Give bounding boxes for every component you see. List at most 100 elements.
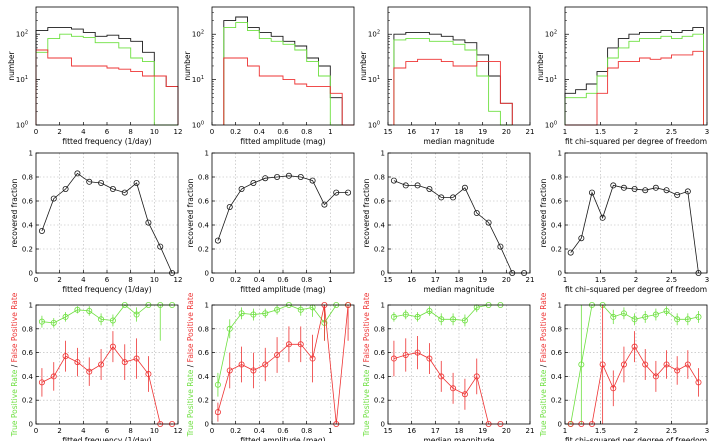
axes-frame (564, 6, 708, 126)
data-point (98, 179, 105, 186)
data-point (684, 316, 691, 323)
x-axis-label: fitted frequency (1/day) (62, 285, 151, 294)
x-tick-label: 0 (210, 276, 214, 284)
y-tick-label: 0.8 (22, 325, 33, 333)
data-point (631, 343, 638, 350)
data-point (414, 182, 421, 189)
x-tick-label: 12 (174, 427, 183, 435)
y-label-part: / (362, 362, 371, 369)
x-axis-label: fit chi–squared per degree of freedom (565, 137, 707, 146)
y-tick-label: 0.6 (374, 198, 386, 206)
axes-frame (211, 6, 355, 126)
data-point (684, 361, 691, 368)
data-point (157, 243, 164, 250)
y-tick-label: 0.8 (374, 174, 385, 182)
series-line-false positive rate (217, 304, 349, 425)
data-point (121, 189, 128, 196)
data-point (262, 175, 269, 182)
x-tick-label: 6 (105, 276, 110, 284)
data-point (663, 307, 670, 314)
y-tick-label: 0.6 (198, 349, 210, 357)
y-tick-label: 0 (205, 270, 209, 278)
y-axis-label: number (7, 50, 16, 80)
x-tick-label: 10 (150, 427, 159, 435)
y-tick-exponent: 0 (554, 121, 557, 127)
data-point (684, 188, 691, 195)
y-label-part: True Positive Rate (10, 369, 19, 437)
x-axis-label: fitted frequency (1/day) (62, 137, 151, 146)
y-axis-label: number (359, 50, 368, 80)
data-point (402, 182, 409, 189)
histogram-true (393, 38, 513, 126)
x-axis-label: median magnitude (423, 137, 494, 146)
data-point (402, 311, 409, 318)
data-point (86, 178, 93, 185)
x-tick-label: 18 (455, 427, 464, 435)
x-tick-label: 2 (634, 276, 638, 284)
x-tick-label: 0.6 (277, 128, 289, 136)
data-point (274, 306, 281, 313)
x-tick-label: 0.2 (230, 128, 241, 136)
data-point (390, 313, 397, 320)
data-point (297, 173, 304, 180)
data-point (321, 201, 328, 208)
y-tick-label: 0 (29, 421, 33, 429)
y-axis-label: True Positive Rate / False Positive Rate (539, 292, 548, 437)
data-point (450, 385, 457, 392)
data-point (402, 351, 409, 358)
x-tick-label: 15 (384, 427, 393, 435)
data-point (610, 313, 617, 320)
histogram-true (223, 22, 354, 126)
y-tick-label: 0.4 (22, 222, 34, 230)
y-tick-exponent: 2 (554, 30, 557, 36)
x-tick-label: 0.8 (301, 128, 312, 136)
data-point (438, 316, 445, 323)
y-tick-label: 0.8 (198, 325, 209, 333)
data-point (250, 311, 257, 318)
x-tick-label: 20 (502, 427, 511, 435)
x-tick-label: 1 (328, 128, 332, 136)
y-tick-label: 0 (381, 270, 385, 278)
data-point (461, 317, 468, 324)
x-tick-label: 3 (705, 427, 709, 435)
y-label-part: False Positive Rate (362, 292, 371, 362)
y-tick-label: 0.4 (22, 373, 34, 381)
data-point (345, 189, 352, 196)
y-tick-label: 0.8 (374, 325, 385, 333)
series-line-true positive rate (41, 304, 173, 324)
axes-frame (564, 304, 708, 425)
y-tick-label: 0.4 (374, 373, 386, 381)
data-point (652, 311, 659, 318)
panel-2-0: 0 2 4 6 8 10 12 0 0.2 0.4 0.6 0.8 1 fitted frequency … (10, 292, 182, 441)
x-tick-label: 4 (81, 427, 86, 435)
data-point (599, 214, 606, 221)
x-axis-label: median magnitude (423, 285, 494, 294)
histogram-false (393, 58, 513, 125)
y-tick-label: 0.6 (551, 198, 563, 206)
x-tick-label: 0 (34, 276, 38, 284)
data-point (250, 179, 257, 186)
x-tick-label: 21 (526, 276, 535, 284)
data-point (38, 227, 45, 234)
series-line-false positive rate (41, 345, 173, 425)
x-tick-label: 18 (455, 128, 464, 136)
y-axis-label: True Positive Rate / False Positive Rate (186, 292, 195, 437)
data-point (333, 189, 340, 196)
y-tick-label: 1 (558, 302, 562, 310)
data-point (226, 203, 233, 210)
x-tick-label: 19 (478, 427, 487, 435)
y-tick-label: 0 (29, 270, 33, 278)
x-tick-label: 0 (34, 128, 38, 136)
data-point (274, 351, 281, 358)
y-label-part: False Positive Rate (186, 292, 195, 362)
data-point (414, 313, 421, 320)
data-point (599, 361, 606, 368)
data-point (262, 310, 269, 317)
data-point (238, 361, 245, 368)
y-tick-exponent: 1 (25, 75, 28, 81)
data-point (414, 349, 421, 356)
data-point (50, 373, 57, 380)
data-point (642, 187, 649, 194)
